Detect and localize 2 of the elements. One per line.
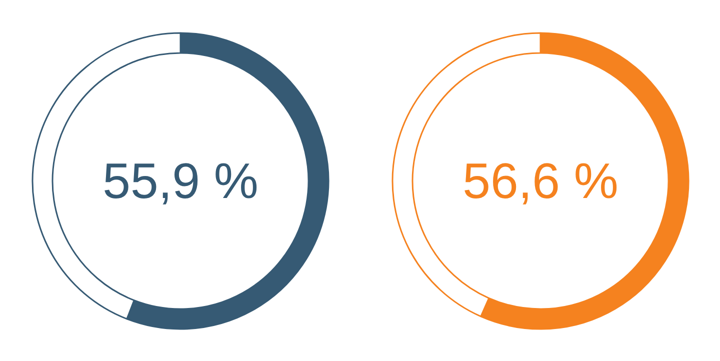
text: 56,6 % xyxy=(462,153,618,209)
text: 55,9 % xyxy=(102,153,258,209)
